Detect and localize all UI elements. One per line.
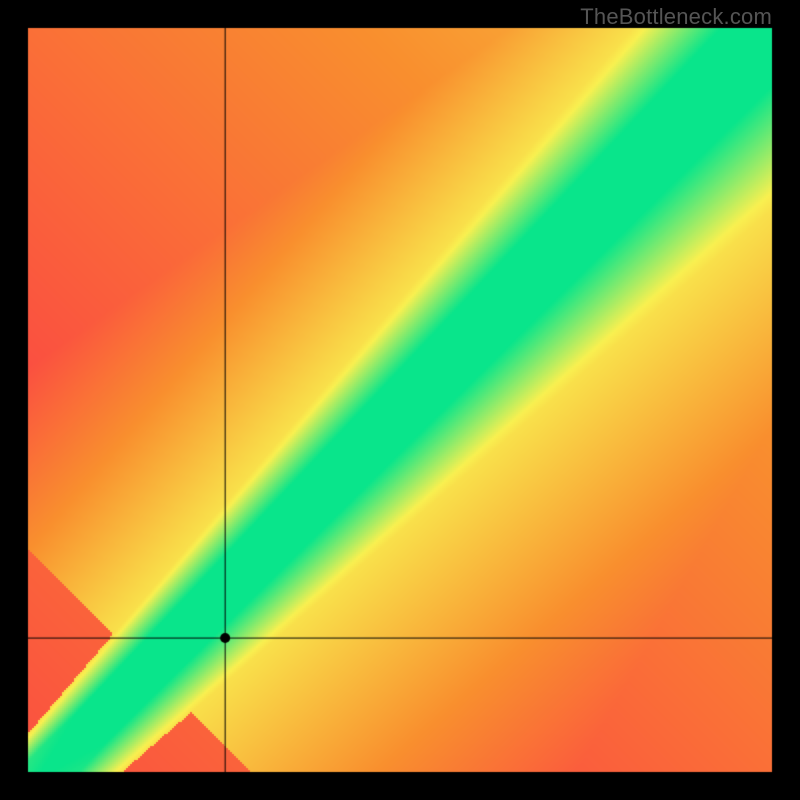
bottleneck-heatmap (0, 0, 800, 800)
chart-container: TheBottleneck.com (0, 0, 800, 800)
watermark-text: TheBottleneck.com (580, 4, 772, 30)
